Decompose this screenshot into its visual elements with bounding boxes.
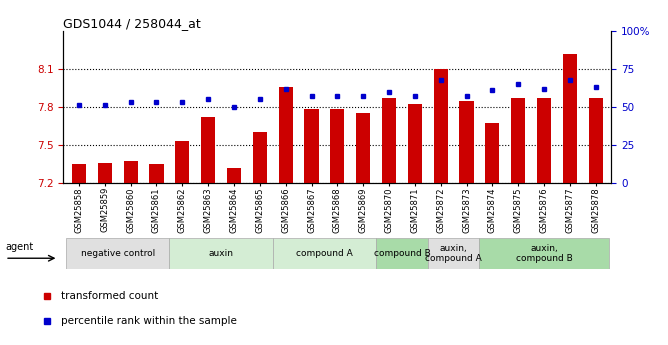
Bar (150, 164, 164, 183)
Bar (485, 124, 500, 183)
Bar (98, 162, 112, 183)
Bar (273, 238, 376, 269)
Bar (356, 113, 370, 183)
Text: percentile rank within the sample: percentile rank within the sample (61, 316, 237, 326)
Bar (382, 98, 396, 183)
Text: agent: agent (5, 242, 33, 252)
Text: auxin,
compound B: auxin, compound B (516, 244, 572, 263)
Bar (511, 98, 525, 183)
Bar (407, 105, 422, 183)
Text: auxin: auxin (208, 249, 234, 258)
Text: transformed count: transformed count (61, 292, 158, 302)
Text: compound A: compound A (296, 249, 353, 258)
Text: compound B: compound B (373, 249, 430, 258)
Bar (66, 238, 170, 269)
Bar (589, 98, 603, 183)
Bar (253, 132, 267, 183)
Bar (376, 238, 428, 269)
Bar (480, 238, 609, 269)
Bar (279, 87, 293, 183)
Text: GDS1044 / 258044_at: GDS1044 / 258044_at (63, 17, 201, 30)
Bar (562, 54, 577, 183)
Bar (460, 101, 474, 183)
Bar (330, 109, 345, 183)
Bar (170, 238, 273, 269)
Bar (305, 109, 319, 183)
Bar (72, 164, 86, 183)
Bar (227, 168, 241, 183)
Bar (175, 141, 190, 183)
Bar (428, 238, 480, 269)
Text: negative control: negative control (81, 249, 155, 258)
Text: auxin,
compound A: auxin, compound A (426, 244, 482, 263)
Bar (537, 98, 551, 183)
Bar (434, 69, 448, 183)
Bar (201, 117, 215, 183)
Bar (124, 161, 138, 183)
